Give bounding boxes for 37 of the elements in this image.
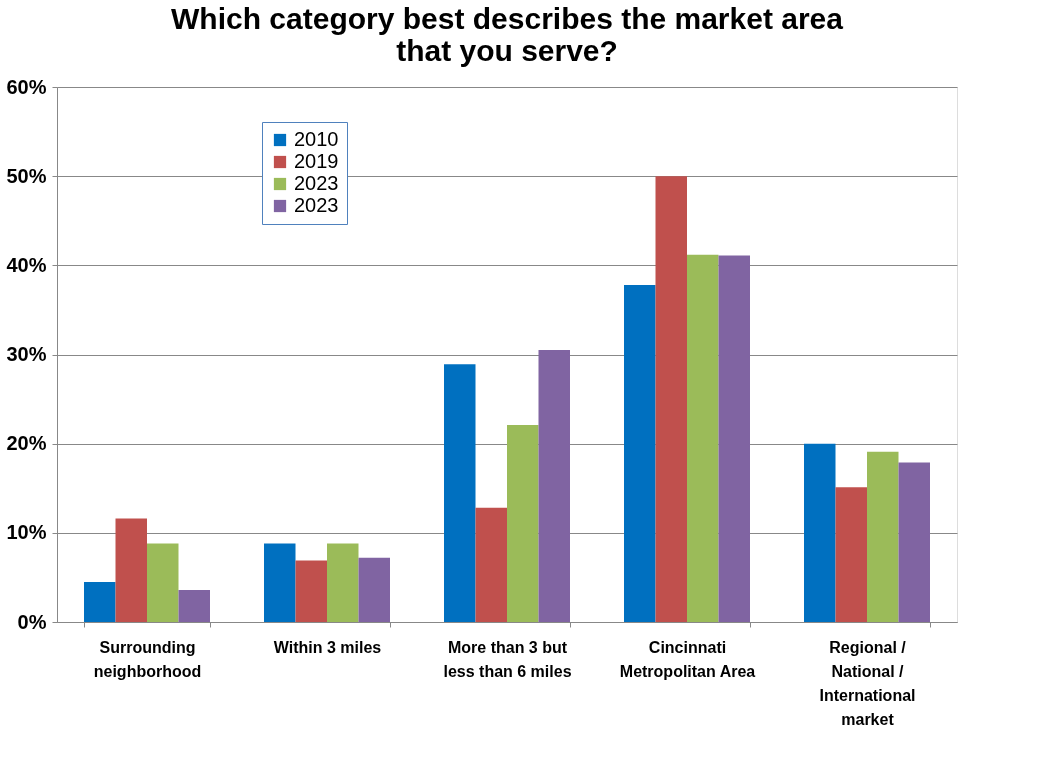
y-tick-label: 40%	[6, 253, 47, 276]
y-tick-label: 0%	[17, 610, 47, 633]
bar	[444, 364, 476, 622]
bar	[475, 507, 507, 622]
x-tick-label: Within 3 miles	[273, 638, 382, 656]
x-tick-label: Cincinnati Metropolitan Area	[619, 638, 756, 680]
y-tick-label: 50%	[6, 164, 47, 187]
bar	[538, 350, 570, 622]
x-tick-label: More than 3 but less than 6 miles	[443, 638, 572, 680]
bar	[178, 589, 210, 622]
legend-label: 2019	[294, 150, 339, 172]
bar	[687, 254, 719, 622]
bar	[295, 560, 327, 622]
bar	[655, 176, 687, 622]
bar	[718, 255, 750, 622]
chart-title: Which category best describes the market area that you serve?	[171, 2, 844, 67]
y-tick-label: 20%	[6, 432, 47, 455]
bar	[147, 543, 179, 622]
legend-label: 2010	[294, 128, 339, 150]
bar	[835, 487, 867, 622]
bar	[115, 518, 147, 622]
legend-label: 2023	[294, 172, 339, 194]
y-tick-label: 60%	[6, 75, 47, 98]
y-tick-label: 30%	[6, 343, 47, 365]
x-tick-label: Surrounding neighborhood	[93, 638, 202, 680]
bar	[84, 581, 116, 622]
bar	[624, 284, 656, 622]
bar	[358, 557, 390, 622]
bar	[507, 424, 539, 622]
bar	[327, 543, 359, 622]
bar	[804, 443, 836, 622]
x-tick-label: Regional / National / International market	[819, 638, 916, 728]
bar	[264, 543, 296, 622]
y-tick-label: 10%	[6, 521, 47, 544]
bar	[898, 462, 930, 622]
bar	[867, 451, 899, 622]
legend-label: 2023	[294, 194, 339, 216]
